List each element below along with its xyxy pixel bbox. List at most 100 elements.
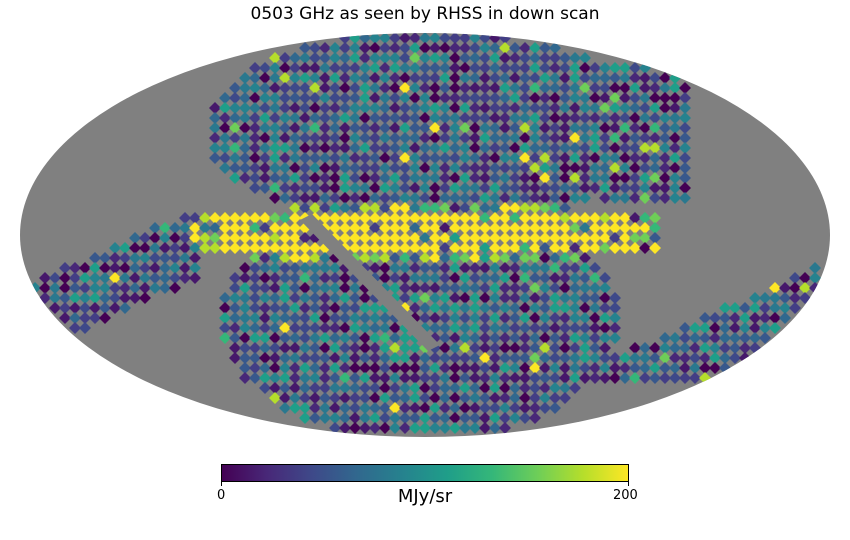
sky-pixel [269, 302, 281, 314]
sky-pixel [299, 362, 311, 374]
sky-pixel [499, 412, 511, 424]
sky-pixel [129, 282, 141, 294]
sky-pixel [269, 232, 281, 244]
sky-pixel [249, 62, 261, 74]
sky-pixel [489, 362, 501, 374]
sky-pixel [449, 172, 461, 184]
sky-pixel [429, 92, 441, 104]
sky-pixel [389, 382, 401, 394]
sky-pixel [769, 282, 781, 294]
sky-pixel [369, 42, 381, 54]
sky-pixel [469, 82, 481, 94]
sky-pixel [519, 412, 531, 424]
sky-pixel [219, 312, 231, 324]
sky-pixel [229, 92, 241, 104]
sky-pixel [429, 352, 441, 364]
sky-pixel [539, 332, 551, 344]
sky-pixel [599, 222, 611, 234]
sky-pixel [519, 232, 531, 244]
sky-pixel [539, 62, 551, 74]
sky-pixel [239, 332, 251, 344]
sky-pixel [489, 372, 501, 384]
sky-pixel [449, 162, 461, 174]
sky-pixel [579, 362, 591, 374]
sky-pixel [369, 312, 381, 324]
sky-pixel [609, 322, 621, 334]
sky-pixel [139, 242, 151, 254]
sky-pixel [709, 312, 721, 324]
sky-pixel [669, 372, 681, 384]
sky-pixel [299, 402, 311, 414]
sky-pixel [509, 72, 521, 84]
sky-pixel [709, 342, 721, 354]
sky-pixel [519, 152, 531, 164]
sky-pixel [139, 272, 151, 284]
sky-pixel [409, 172, 421, 184]
sky-pixel [369, 72, 381, 84]
sky-pixel [369, 352, 381, 364]
sky-pixel [459, 352, 471, 364]
sky-pixel [289, 362, 301, 374]
sky-pixel [59, 292, 71, 304]
sky-pixel [389, 122, 401, 134]
sky-pixel [479, 332, 491, 344]
sky-pixel [379, 322, 391, 334]
sky-pixel [479, 302, 491, 314]
sky-pixel [269, 272, 281, 284]
sky-pixel [179, 252, 191, 264]
sky-pixel [559, 72, 571, 84]
sky-pixel [389, 152, 401, 164]
sky-pixel [409, 212, 421, 224]
sky-pixel [579, 262, 591, 274]
sky-pixel [99, 252, 111, 264]
sky-pixel [179, 272, 191, 284]
sky-pixel [549, 252, 561, 264]
sky-pixel [669, 342, 681, 354]
sky-pixel [319, 122, 331, 134]
sky-pixel [529, 202, 541, 214]
sky-pixel [559, 82, 571, 94]
sky-pixel [269, 152, 281, 164]
sky-pixel [679, 162, 691, 174]
sky-pixel [579, 192, 591, 204]
sky-pixel [509, 152, 521, 164]
sky-pixel [279, 272, 291, 284]
sky-pixel [619, 162, 631, 174]
sky-pixel [409, 102, 421, 114]
sky-pixel [659, 142, 671, 154]
sky-pixel [629, 342, 641, 354]
sky-pixel [669, 152, 681, 164]
sky-pixel [239, 242, 251, 254]
sky-pixel [79, 282, 91, 294]
sky-pixel [469, 142, 481, 154]
sky-pixel [229, 272, 241, 284]
sky-pixel [639, 122, 651, 134]
sky-pixel [549, 352, 561, 364]
sky-pixel [279, 232, 291, 244]
sky-pixel [499, 252, 511, 264]
sky-pixel [439, 242, 451, 254]
sky-pixel [599, 112, 611, 124]
sky-pixel [239, 222, 251, 234]
sky-pixel [479, 92, 491, 104]
sky-pixel [469, 242, 481, 254]
sky-pixel [389, 202, 401, 214]
sky-pixel [459, 402, 471, 414]
sky-pixel [429, 72, 441, 84]
sky-pixel [339, 202, 351, 214]
sky-pixel [339, 52, 351, 64]
sky-pixel [259, 132, 271, 144]
sky-pixel [449, 262, 461, 274]
sky-pixel [399, 42, 411, 54]
sky-pixel [489, 222, 501, 234]
sky-pixel [569, 112, 581, 124]
sky-pixel [649, 82, 661, 94]
sky-pixel [609, 372, 621, 384]
sky-pixel [419, 312, 431, 324]
sky-pixel [659, 362, 671, 374]
sky-pixel [499, 362, 511, 374]
sky-pixel [259, 162, 271, 174]
sky-pixel [339, 352, 351, 364]
sky-pixel [269, 72, 281, 84]
sky-pixel [539, 382, 551, 394]
